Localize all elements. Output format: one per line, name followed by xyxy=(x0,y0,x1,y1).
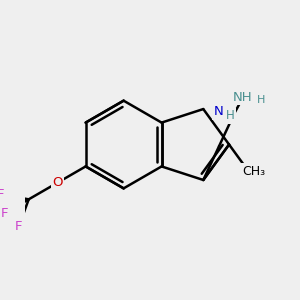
Text: O: O xyxy=(52,176,62,189)
Text: F: F xyxy=(0,188,4,201)
Text: F: F xyxy=(15,220,23,232)
Text: CH₃: CH₃ xyxy=(242,165,266,178)
Text: H: H xyxy=(226,110,235,122)
Text: NH: NH xyxy=(233,91,253,104)
Text: H: H xyxy=(256,95,265,105)
Text: N: N xyxy=(214,105,223,118)
Text: F: F xyxy=(0,207,8,220)
